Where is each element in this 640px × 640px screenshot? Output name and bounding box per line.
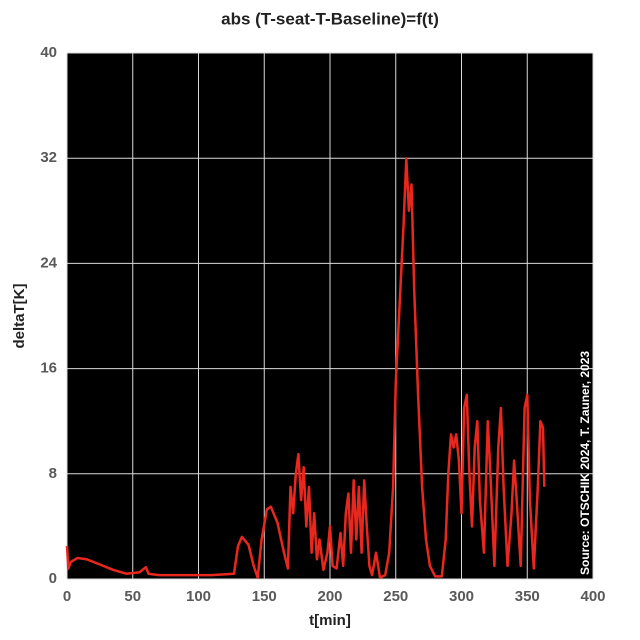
x-tick-label: 200	[317, 588, 342, 605]
source-note: Source: OTSCHIK 2024, T. Zauner, 2023	[578, 351, 592, 575]
y-tick-label: 40	[40, 44, 57, 61]
x-axis-title: t[min]	[309, 612, 351, 629]
x-tick-label: 250	[383, 588, 408, 605]
x-tick-label: 100	[186, 588, 211, 605]
y-tick-label: 16	[40, 360, 57, 377]
y-tick-label: 0	[49, 570, 57, 587]
y-axis-title: deltaT[K]	[11, 284, 28, 349]
x-tick-label: 50	[124, 588, 141, 605]
x-tick-label: 300	[449, 588, 474, 605]
y-tick-label: 32	[40, 149, 57, 166]
x-tick-label: 150	[252, 588, 277, 605]
x-tick-label: 350	[515, 588, 540, 605]
data-line	[65, 156, 546, 579]
y-tick-label: 24	[40, 254, 57, 271]
y-tick-label: 8	[49, 465, 57, 482]
chart-title: abs (T-seat-T-Baseline)=f(t)	[221, 9, 439, 28]
x-tick-label: 0	[63, 588, 71, 605]
x-tick-label: 400	[580, 588, 605, 605]
